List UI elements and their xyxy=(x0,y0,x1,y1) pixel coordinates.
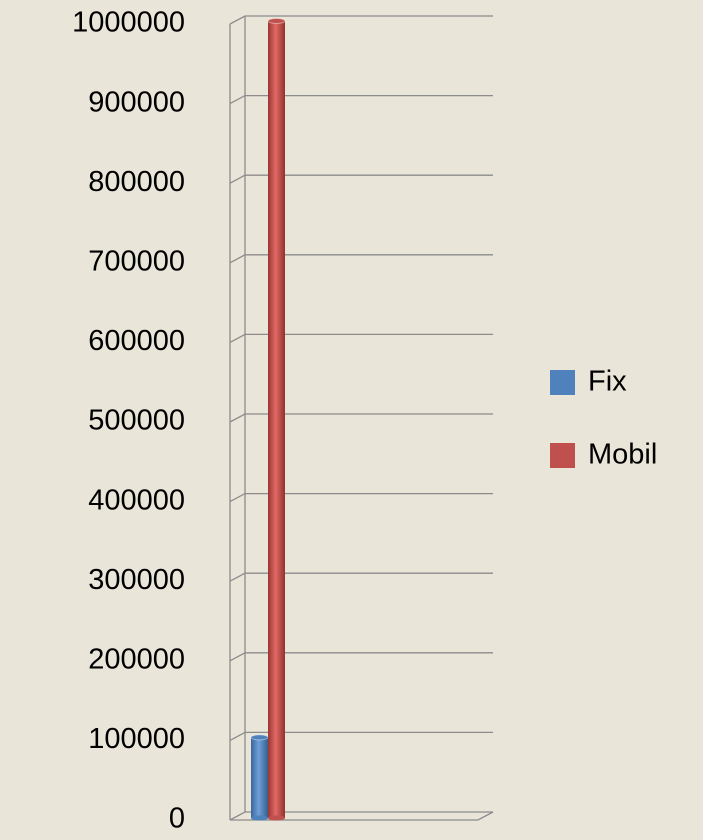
y-tick-label: 500000 xyxy=(88,405,185,437)
bar-cap xyxy=(267,18,286,24)
grid-line xyxy=(229,15,493,25)
grid-line xyxy=(229,492,493,503)
y-tick-label: 700000 xyxy=(88,245,185,277)
legend-swatch xyxy=(550,370,575,395)
bar-cap xyxy=(250,734,269,741)
legend-label: Fix xyxy=(588,366,627,398)
bar-base xyxy=(251,815,268,821)
grid-line xyxy=(229,652,493,662)
y-tick-label: 100000 xyxy=(88,723,185,755)
y-tick-label: 800000 xyxy=(88,166,185,198)
y-tick-label: 0 xyxy=(169,803,185,835)
y-tick-label: 600000 xyxy=(88,325,185,357)
grid-line xyxy=(229,174,493,184)
y-tick-label: 900000 xyxy=(88,86,185,118)
grid-line xyxy=(229,811,493,821)
bar-base xyxy=(268,815,285,821)
grid-line xyxy=(229,731,493,741)
y-tick-label: 1000000 xyxy=(72,7,185,39)
y-tick-label: 200000 xyxy=(88,643,185,675)
y-tick-label: 300000 xyxy=(88,564,185,596)
grid-line xyxy=(229,254,493,264)
grid-line xyxy=(229,94,493,105)
bar xyxy=(251,737,268,818)
legend-swatch xyxy=(550,443,575,468)
grid-line xyxy=(229,572,493,582)
legend-label: Mobil xyxy=(588,439,657,471)
grid-line xyxy=(229,413,493,423)
floor-line xyxy=(230,811,494,821)
grid-line xyxy=(229,333,493,343)
y-tick-label: 400000 xyxy=(88,484,185,516)
bar xyxy=(268,21,285,818)
